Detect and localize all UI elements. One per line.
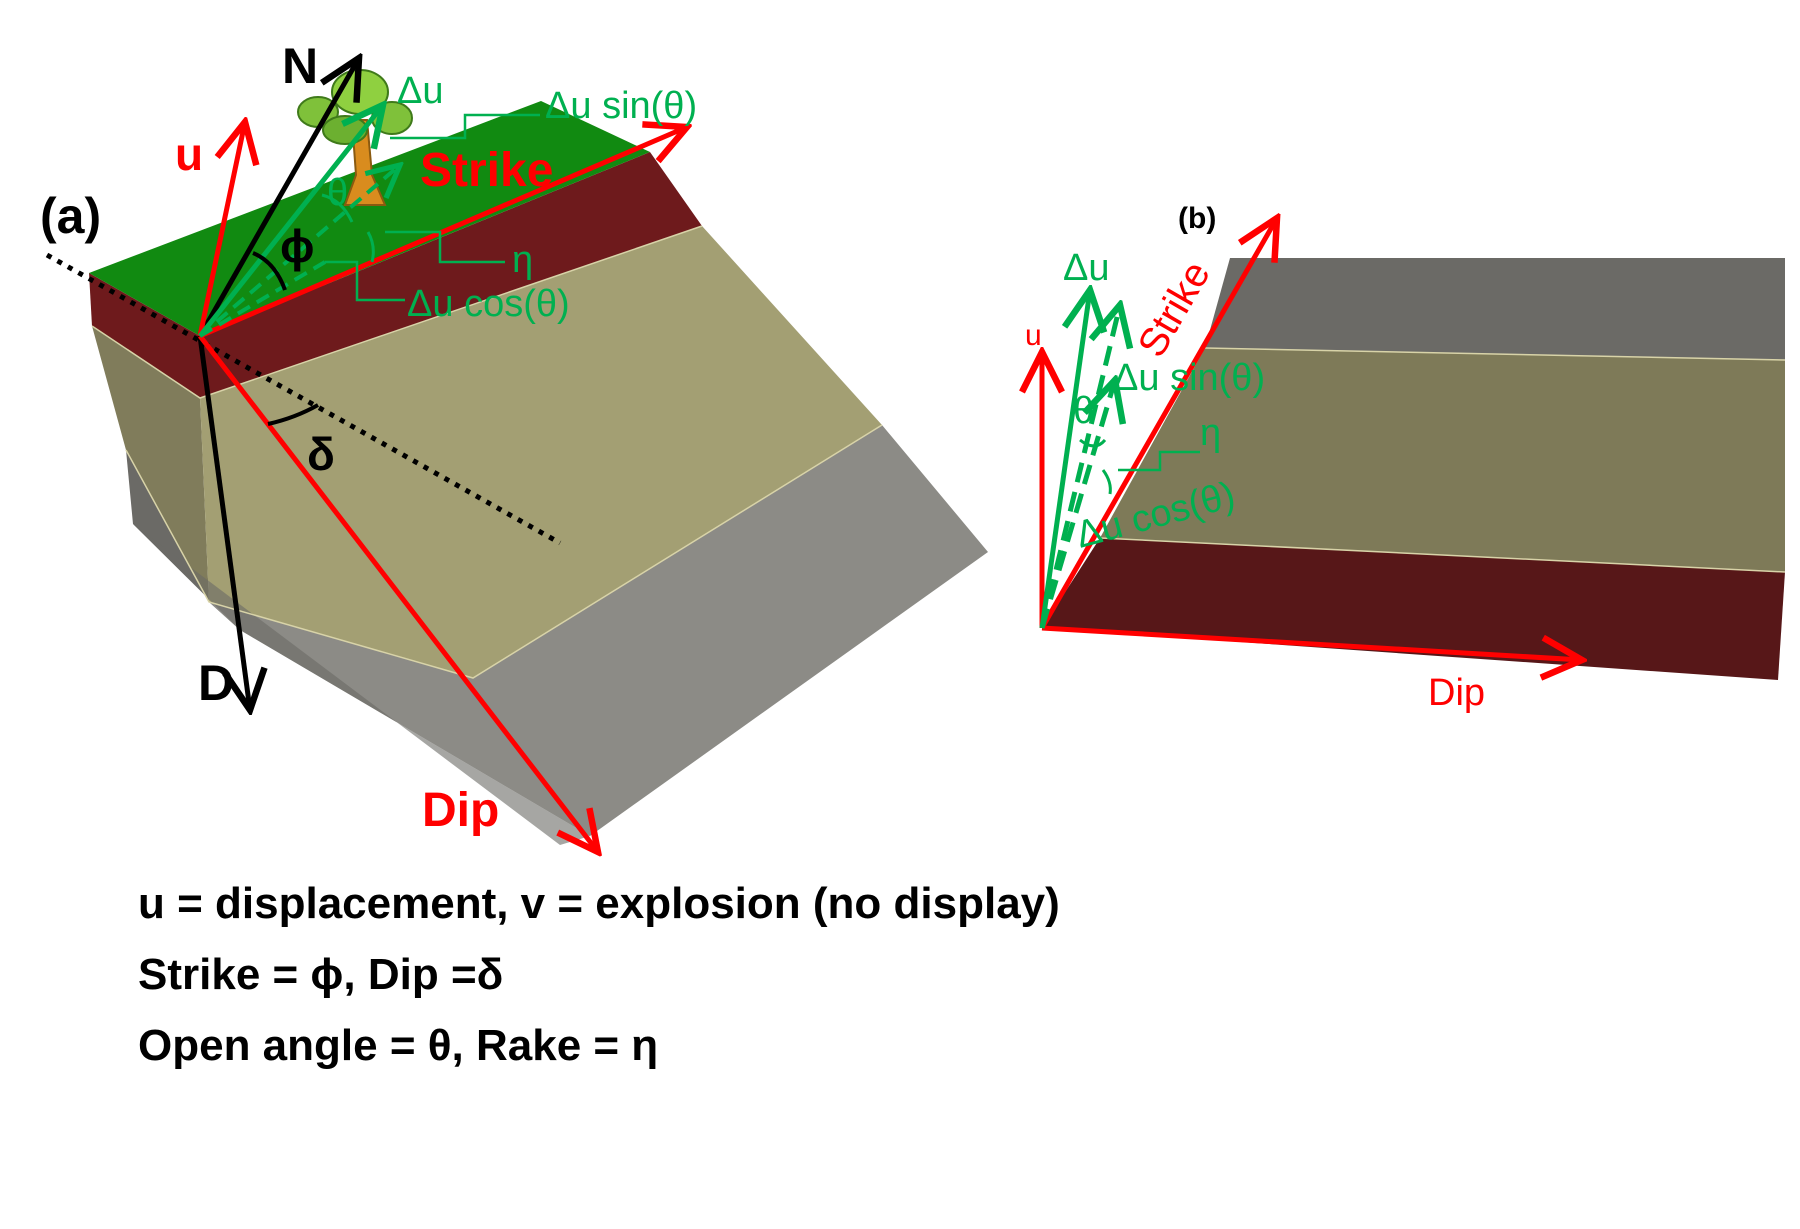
block-b-gray-layer: [1205, 258, 1785, 360]
legend: u = displacement, v = explosion (no disp…: [138, 868, 1438, 1081]
panel-b-label: (b): [1178, 202, 1216, 235]
panel-a-sin-leader: [390, 113, 540, 140]
panel-b-eta-label: η: [1200, 412, 1221, 454]
block-a-left-red-layer: [89, 273, 200, 398]
panel-b-theta-label: θ: [1073, 390, 1094, 432]
north-arrow: [197, 58, 359, 338]
panel-a-strike-arrow: [199, 127, 687, 339]
panel-b-delta-u-sin-label: Δu sin(θ): [1113, 357, 1265, 399]
panel-a-theta-arc: [321, 193, 354, 223]
block-b-red-layer: [1042, 538, 1785, 680]
panel-b-dip-arrow: [1041, 625, 1582, 660]
legend-line-3: Open angle = θ, Rake = η: [138, 1021, 659, 1070]
panel-a-delta-u-label: Δu: [397, 70, 444, 112]
panel-b-delta-u-cos-vector: [1039, 380, 1115, 629]
panel-a-delta-u-cos-vector: [198, 260, 327, 338]
panel-b-theta-arc: [1079, 438, 1107, 448]
panel-b-delta-u-label: Δu: [1063, 247, 1110, 289]
delta-angle-arc: [267, 403, 319, 426]
block-a-bottom-shade: [133, 524, 590, 845]
down-arrow: [197, 335, 250, 710]
north-label: N: [282, 38, 318, 94]
block-a-front-red-layer: [200, 152, 702, 398]
panel-a-cos-leader: [325, 260, 405, 302]
panel-a-dip-label: Dip: [422, 784, 499, 837]
block-a-front-olive-layer: [200, 226, 882, 678]
block-b-boundary-1: [1204, 347, 1786, 361]
panel-a-dip-arrow: [198, 334, 598, 852]
down-label: D: [198, 655, 234, 711]
panel-a-eta-label: η: [512, 239, 533, 281]
phi-angle-arc: [252, 251, 287, 291]
ground-surface: [89, 101, 650, 336]
panel-a-eta-arc: [366, 231, 375, 263]
panel-a-block: [89, 101, 988, 845]
panel-a-theta-label: θ: [327, 172, 348, 214]
panel-b-strike-arrow: [1039, 218, 1277, 630]
panel-a-delta-u-vector: [198, 105, 383, 338]
delta-label: δ: [307, 428, 335, 480]
panel-b-eta-leader: [1118, 450, 1200, 472]
panel-b-delta-u-sin-vector: [1039, 305, 1120, 629]
panel-b-delta-u-vector: [1039, 290, 1090, 629]
panel-a-dotted-trace: [45, 252, 562, 546]
block-a-front-gray-layer: [209, 425, 988, 836]
panel-a-strike-label: Strike: [420, 144, 553, 197]
block-a-left-olive-layer: [92, 326, 209, 602]
panel-a-delta-u-sin-label: Δu sin(θ): [545, 85, 697, 127]
legend-line-2: Strike = ϕ, Dip =δ: [138, 950, 504, 999]
block-b-boundary-2: [1099, 537, 1786, 573]
panel-a-u-arrow: [197, 122, 245, 337]
panel-a-delta-u-cos-label: Δu cos(θ): [407, 283, 570, 325]
panel-b-dip-label: Dip: [1428, 672, 1485, 714]
block-a-boundary-2: [125, 424, 883, 679]
panel-b-eta-arc: [1101, 469, 1112, 495]
phi-label: ϕ: [280, 220, 314, 272]
panel-b-u-label: u: [1025, 319, 1042, 352]
legend-line-1: u = displacement, v = explosion (no disp…: [138, 879, 1060, 928]
panel-b-block: [1042, 258, 1786, 680]
block-a-boundary-1: [91, 225, 703, 399]
panel-a-label: (a): [40, 188, 101, 244]
panel-a-u-label: u: [175, 128, 203, 180]
panel-a-eta-leader: [385, 230, 505, 264]
block-b-olive-layer: [1100, 348, 1785, 572]
